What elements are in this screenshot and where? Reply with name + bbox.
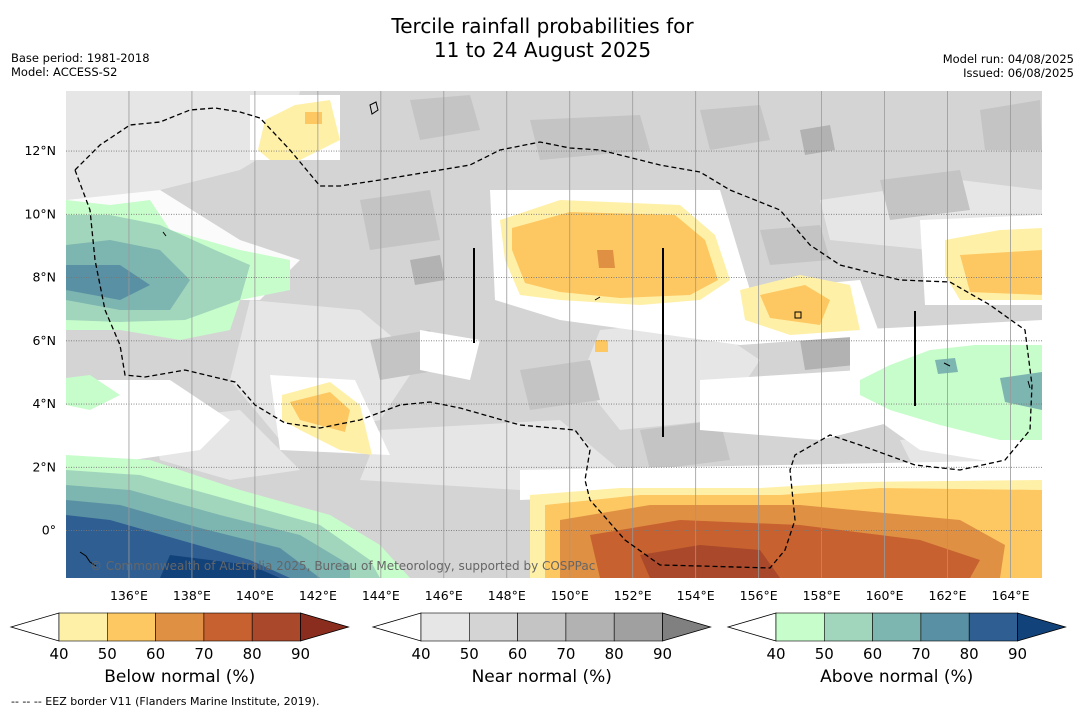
colorbar-tick: 50 [815,645,834,663]
colorbar-segment [968,612,1018,642]
colorbars: 40 50 60 70 80 90 40 50 60 70 80 90 40 50 60 70 80 90 [9,612,1067,663]
colorbar-high-extend [1017,612,1067,642]
colorbar-tick: 90 [1008,645,1027,663]
colorbar-tick: 70 [556,645,575,663]
colorbar-tick: 40 [766,645,785,663]
latitude-label: 12°N [24,143,56,158]
model-run: Model run: 04/08/2025 [942,52,1074,66]
colorbar-tick: 60 [863,645,882,663]
longitude-label: 158°E [803,588,841,603]
longitude-labels: 136°E 138°E 140°E 142°E 144°E 146°E 148°E 150°E… [110,588,1030,603]
longitude-label: 146°E [425,588,463,603]
model-name: Model: ACCESS-S2 [11,65,118,79]
colorbar-tick: 40 [411,645,430,663]
colorbar-high-extend [662,612,712,642]
colorbar: 40 50 60 70 80 90 [371,612,712,663]
colorbar-segment [58,612,108,642]
colorbar-low-extend [371,612,422,642]
colorbar-tick: 60 [146,645,165,663]
colorbar-tick: 80 [605,645,624,663]
latitude-label: 0° [42,523,56,538]
colorbar-tick: 80 [243,645,262,663]
colorbar: 40 50 60 70 80 90 [9,612,350,663]
longitude-label: 144°E [362,588,400,603]
eez-footnote: -- -- -- EEZ border V11 (Flanders Marine… [11,695,320,708]
colorbar-segment [420,612,470,642]
colorbar-segment [107,612,156,642]
colorbar-title: Below normal (%) [104,667,256,687]
colorbar-segment [823,612,873,642]
colorbar-segment [775,612,825,642]
map-title: Tercile rainfall probabilities for 11 to… [0,14,1085,62]
longitude-label: 142°E [299,588,337,603]
colorbar-high-extend [300,612,350,642]
colorbar-tick: 90 [291,645,310,663]
colorbar-low-extend [9,612,60,642]
colorbar-segment [155,612,205,642]
colorbar-tick: 50 [98,645,117,663]
colorbar-tick: 50 [460,645,479,663]
colorbar-tick: 80 [960,645,979,663]
colorbar-title: Near normal (%) [471,667,612,687]
colorbar-tick: 60 [508,645,527,663]
colorbar-tick: 40 [49,645,68,663]
longitude-label: 140°E [236,588,274,603]
colorbar-segment [468,612,518,642]
latitude-label: 4°N [32,396,56,411]
longitude-label: 160°E [866,588,904,603]
colorbar-tick: 70 [911,645,930,663]
longitude-label: 164°E [992,588,1030,603]
colorbar-segment [872,612,922,642]
colorbar-segment [565,612,615,642]
colorbar-tick: 70 [194,645,213,663]
colorbar-segment [920,612,970,642]
longitude-label: 152°E [614,588,652,603]
longitude-label: 138°E [173,588,211,603]
colorbar-segment [613,612,663,642]
colorbar-low-extend [726,612,777,642]
copyright-text: © Commonwealth of Australia 2025, Bureau… [90,559,595,573]
longitude-label: 148°E [488,588,526,603]
longitude-label: 150°E [551,588,589,603]
title-line-2: 11 to 24 August 2025 [433,38,652,62]
base-period: Base period: 1981-2018 [11,51,150,65]
colorbar-title: Above normal (%) [820,667,974,687]
meta-left: Base period: 1981-2018 Model: ACCESS-S2 [11,51,150,79]
colorbar-segment [517,612,567,642]
map-plot-area: © Commonwealth of Australia 2025, Bureau… [66,91,1042,578]
meta-right: Model run: 04/08/2025 Issued: 06/08/2025 [943,52,1074,80]
eez-border-north [74,107,1033,569]
below-normal-field [258,100,1042,578]
grid-lines [66,91,1042,578]
latitude-label: 10°N [24,206,56,221]
longitude-label: 136°E [110,588,148,603]
issued-date: Issued: 06/08/2025 [963,66,1074,80]
island-outlines [79,101,1031,567]
title-line-1: Tercile rainfall probabilities for [391,14,694,38]
latitude-label: 6°N [32,333,56,348]
colorbar-segment [251,612,301,642]
latitude-label: 8°N [32,270,56,285]
colorbar-tick: 90 [653,645,672,663]
colorbar: 40 50 60 70 80 90 [726,612,1067,663]
latitude-label: 2°N [32,459,56,474]
longitude-label: 156°E [740,588,778,603]
latitude-labels: 12°N 10°N 8°N 6°N 4°N 2°N 0° [24,143,56,537]
longitude-label: 162°E [929,588,967,603]
longitude-label: 154°E [677,588,715,603]
colorbar-segment [203,612,253,642]
